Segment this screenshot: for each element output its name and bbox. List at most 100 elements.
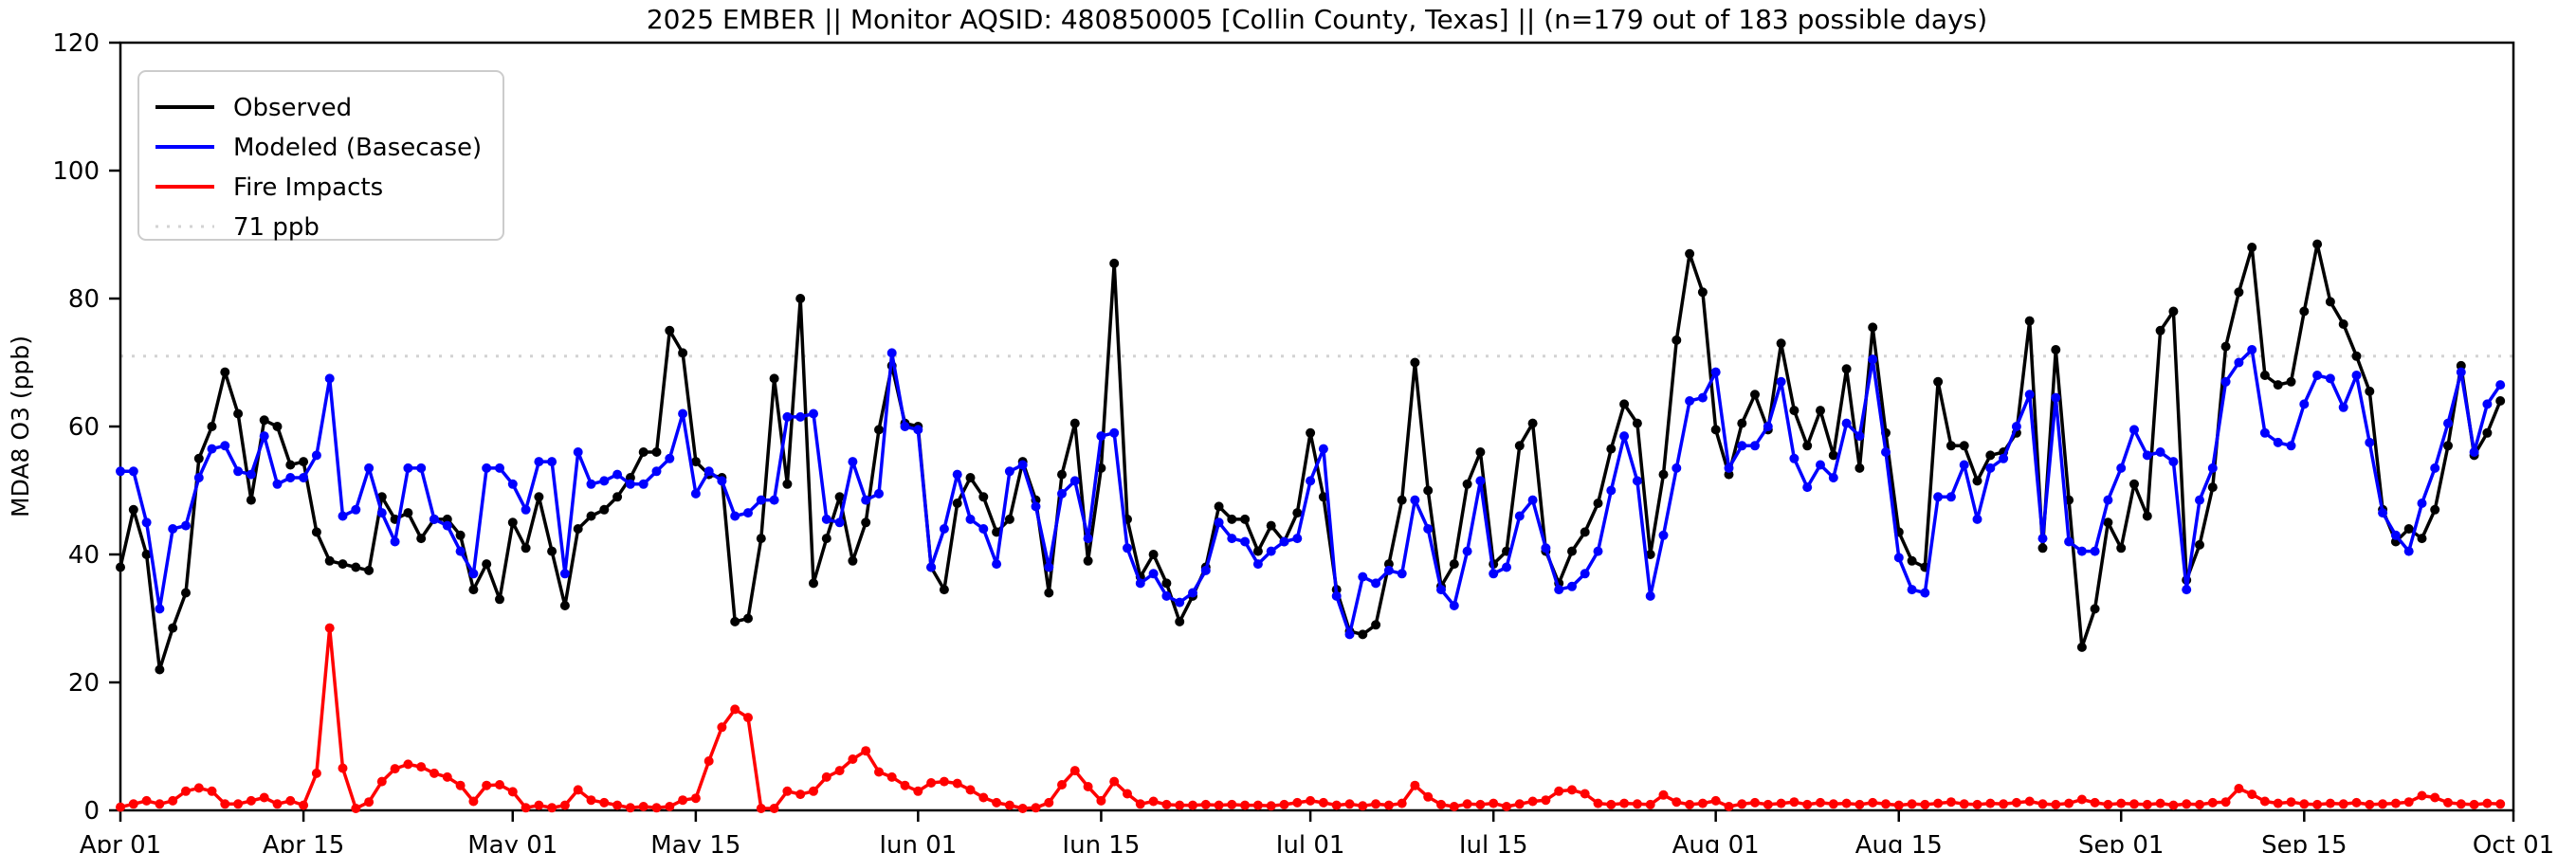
series-marker-modeled-basecase: [1999, 453, 2009, 463]
series-marker-fire-impacts: [559, 800, 570, 810]
series-marker-observed: [1527, 418, 1538, 428]
series-marker-observed: [1148, 550, 1159, 559]
series-marker-observed: [351, 562, 361, 572]
series-marker-fire-impacts: [586, 795, 596, 806]
x-tick-label: Jun 15: [1060, 831, 1140, 853]
series-marker-fire-impacts: [207, 786, 217, 796]
series-marker-observed: [861, 517, 871, 528]
series-marker-modeled-basecase: [2103, 495, 2113, 505]
series-marker-modeled-basecase: [703, 466, 714, 477]
series-marker-fire-impacts: [1527, 796, 1538, 807]
series-marker-fire-impacts: [1083, 782, 1093, 791]
series-marker-fire-impacts: [756, 804, 766, 813]
series-marker-observed: [665, 325, 675, 336]
series-marker-observed: [2024, 316, 2035, 326]
series-marker-fire-impacts: [1148, 796, 1159, 807]
x-tick-label: Jul 01: [1274, 831, 1345, 853]
series-marker-fire-impacts: [1737, 799, 1747, 809]
series-marker-fire-impacts: [1306, 795, 1316, 806]
series-marker-fire-impacts: [455, 780, 466, 790]
series-marker-observed: [834, 492, 845, 502]
series-marker-fire-impacts: [1541, 795, 1551, 806]
series-marker-observed: [2051, 345, 2061, 354]
series-marker-fire-impacts: [1410, 780, 1420, 790]
series-marker-fire-impacts: [2220, 797, 2231, 808]
series-marker-observed: [233, 408, 244, 419]
series-marker-modeled-basecase: [1881, 447, 1891, 457]
series-marker-observed: [978, 492, 989, 502]
series-marker-fire-impacts: [259, 792, 269, 803]
series-marker-modeled-basecase: [547, 457, 557, 467]
series-marker-modeled-basecase: [2495, 380, 2506, 390]
series-marker-modeled-basecase: [521, 504, 531, 515]
series-marker-modeled-basecase: [978, 524, 989, 534]
series-marker-fire-impacts: [1907, 799, 1917, 809]
series-marker-fire-impacts: [1397, 798, 1407, 808]
series-marker-modeled-basecase: [1672, 463, 1682, 473]
series-marker-observed: [1619, 399, 1630, 409]
x-tick-label: May 01: [467, 831, 557, 853]
series-marker-observed: [743, 613, 753, 624]
series-marker-modeled-basecase: [1358, 572, 1368, 582]
series-marker-observed: [155, 664, 165, 675]
series-marker-modeled-basecase: [2142, 450, 2152, 461]
series-marker-fire-impacts: [1632, 799, 1642, 809]
series-marker-modeled-basecase: [442, 520, 452, 531]
series-marker-modeled-basecase: [351, 504, 361, 515]
series-marker-modeled-basecase: [246, 469, 256, 480]
series-marker-fire-impacts: [1697, 798, 1708, 808]
series-marker-observed: [1514, 441, 1525, 451]
series-marker-observed: [299, 457, 309, 467]
series-marker-observed: [1907, 555, 1917, 566]
series-marker-modeled-basecase: [2247, 345, 2257, 354]
series-marker-fire-impacts: [1750, 797, 1760, 808]
series-marker-fire-impacts: [1580, 789, 1590, 799]
series-marker-modeled-basecase: [1763, 422, 1773, 431]
series-marker-observed: [2168, 306, 2179, 317]
series-marker-modeled-basecase: [939, 524, 949, 534]
series-marker-modeled-basecase: [1489, 569, 1499, 579]
series-marker-fire-impacts: [1371, 799, 1381, 809]
series-marker-modeled-basecase: [324, 373, 335, 384]
series-marker-observed: [2207, 482, 2218, 493]
series-marker-modeled-basecase: [1227, 534, 1237, 544]
series-marker-observed: [1397, 495, 1407, 505]
series-marker-observed: [1227, 514, 1237, 524]
series-marker-fire-impacts: [638, 802, 649, 811]
series-marker-observed: [1266, 520, 1276, 531]
series-marker-modeled-basecase: [1658, 530, 1669, 540]
series-marker-observed: [612, 492, 623, 502]
series-marker-fire-impacts: [2417, 790, 2427, 801]
series-marker-modeled-basecase: [1017, 460, 1028, 470]
series-marker-observed: [2103, 517, 2113, 528]
series-marker-modeled-basecase: [2430, 463, 2440, 473]
series-marker-fire-impacts: [1227, 799, 1237, 809]
series-marker-fire-impacts: [1214, 800, 1224, 810]
series-marker-modeled-basecase: [272, 479, 283, 489]
series-marker-fire-impacts: [730, 704, 740, 715]
series-marker-fire-impacts: [2024, 796, 2035, 807]
x-tick-label: Jul 15: [1457, 831, 1528, 853]
series-marker-fire-impacts: [1854, 799, 1865, 809]
series-marker-fire-impacts: [952, 778, 962, 789]
series-marker-modeled-basecase: [1959, 460, 1969, 470]
series-marker-observed: [1672, 335, 1682, 345]
series-marker-fire-impacts: [2182, 799, 2192, 809]
series-marker-observed: [1972, 476, 1982, 486]
series-marker-fire-impacts: [2116, 798, 2127, 808]
series-marker-modeled-basecase: [1188, 588, 1197, 598]
series-marker-modeled-basecase: [338, 511, 348, 521]
series-marker-fire-impacts: [390, 764, 400, 774]
series-marker-fire-impacts: [2403, 797, 2414, 808]
series-marker-fire-impacts: [2286, 797, 2296, 808]
series-marker-modeled-basecase: [1527, 495, 1538, 505]
series-marker-modeled-basecase: [1685, 396, 1695, 406]
series-marker-modeled-basecase: [2273, 437, 2283, 447]
series-marker-observed: [1567, 546, 1577, 556]
series-marker-observed: [141, 550, 152, 559]
y-tick-label: 0: [83, 797, 100, 826]
series-marker-modeled-basecase: [416, 463, 427, 473]
series-marker-modeled-basecase: [259, 431, 269, 442]
x-tick-label: Aug 01: [1672, 831, 1760, 853]
series-marker-fire-impacts: [1449, 802, 1459, 811]
